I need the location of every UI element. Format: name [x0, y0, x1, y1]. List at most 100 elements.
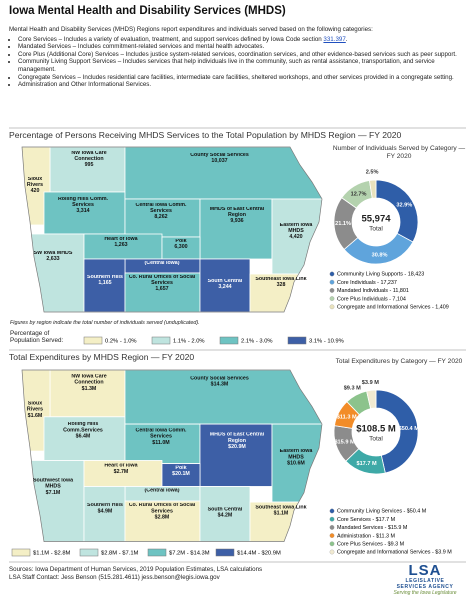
region-value: $2.7M: [113, 468, 129, 475]
code-link[interactable]: 331.397: [323, 35, 346, 43]
region-label-box: Southern Hills $4.9M: [85, 503, 125, 515]
region-label-box: Heart of Iowa $2.7M: [90, 464, 152, 476]
region-label-box: Central Iowa Comm. Services $11.0M: [130, 428, 192, 446]
region-name: Southeast Iowa Link: [255, 277, 307, 282]
region-name: Rolling Hills Comm.Services: [63, 422, 103, 434]
region-value: $4.2M: [217, 512, 233, 519]
legend-swatch: [151, 336, 171, 345]
region-value: 10,037: [211, 157, 228, 164]
segment-label: 12.7%: [351, 191, 367, 197]
bullet: Administration and Other Informational S…: [18, 81, 467, 89]
segment-label: 30.8%: [372, 252, 388, 258]
sources: Sources: Iowa Department of Human Servic…: [9, 566, 263, 573]
region-label: Sioux Rivers$1.6M: [26, 401, 44, 419]
bullet-text: Core Services – Includes a variety of ev…: [18, 35, 324, 43]
region-label: NW Iowa Care Connection$1.3M: [71, 374, 107, 391]
donut-total-text: Total: [369, 226, 383, 233]
region-value: $10.6M: [287, 460, 305, 467]
region-label-box: MHDS of East Central Region $20.9M: [206, 432, 268, 450]
legend-swatch: [147, 548, 167, 557]
segment-label: $15.9 M: [334, 440, 355, 446]
region-name: NW Iowa Care Connection: [71, 374, 107, 386]
region-name: Co. Rural Offices of Social Services: [128, 503, 196, 515]
region-label-box: Southeast Iowa Link 328: [254, 277, 308, 289]
donut-total: $108.5 M: [356, 424, 396, 435]
region: [124, 147, 322, 200]
legend-label: Community Living Services - $50.4 M: [337, 509, 427, 515]
legend-dot: [329, 508, 335, 514]
region-name: Heart of Iowa: [104, 463, 138, 469]
legend-title: Percentage of Population Served:: [10, 330, 64, 345]
region-label-box: (Central Iowa): [132, 261, 192, 267]
logo-text: LSA: [408, 562, 442, 579]
region: [124, 423, 201, 465]
contact: LSA Staff Contact: Jess Benson (515.281.…: [9, 573, 220, 581]
legend-label: Congregate and Informational Services - …: [337, 305, 449, 311]
segment-label: $3.9 M: [362, 380, 379, 386]
region-label-box: Southwest Iowa MHDS $7.1M: [28, 478, 78, 496]
bullet: Core Services – Includes a variety of ev…: [18, 36, 467, 44]
legend-swatch: [83, 336, 103, 345]
state-outline: [21, 146, 323, 313]
segment-label: 32.9%: [396, 203, 412, 209]
segment-label: 21.1%: [335, 221, 351, 227]
region-value: $20.1M: [172, 470, 190, 477]
legend-label: $2.8M - $7.1M: [101, 550, 139, 556]
page-title: Iowa Mental Health and Disability Servic…: [9, 5, 286, 17]
region-label: Central Iowa Comm. Services$11.0M: [130, 428, 192, 446]
region: [83, 258, 126, 312]
region-label-box: Polk 6,300: [163, 239, 199, 251]
region-name: Southern Hills: [87, 275, 123, 280]
bullet-text: Community Living Support Services – Incl…: [18, 58, 435, 73]
segment-label: 2.5%: [366, 170, 379, 176]
region-label: Eastern Iowa MHDS$10.6M: [280, 449, 313, 467]
legend-dot: [329, 279, 335, 285]
region-name: Rolling Hills Comm. Services: [57, 197, 109, 208]
region-label: Southeast Iowa Link$1.1M: [255, 505, 307, 517]
region-name: (Central Iowa): [144, 488, 180, 494]
region-name: NW Iowa Care Connection: [71, 151, 107, 162]
legend-dot: [329, 271, 335, 277]
bullet: Core Plus (Additional Core) Services – I…: [18, 51, 467, 59]
bullet-text: Mandated Services – Includes commitment-…: [18, 43, 265, 51]
section-title: Total Expenditures by MHDS Region — FY 2…: [9, 352, 195, 362]
region-label-box: South Central 3,244: [202, 279, 248, 291]
donut-segment: [375, 389, 419, 474]
legend-label: Community Living Supports - 18,423: [337, 272, 424, 278]
legend-label: Core Plus Services - $9.3 M: [337, 542, 405, 548]
region-name: Sioux Rivers: [26, 401, 44, 413]
region-value: $1.6M: [27, 412, 43, 419]
region-label-box: Sioux Rivers 420: [22, 177, 48, 194]
legend-label: Core Plus Individuals - 7,104: [337, 296, 406, 302]
region: [199, 258, 251, 312]
donut-segment: [368, 179, 377, 199]
region-name: MHDS of East Central Region: [209, 207, 265, 218]
region-name: MHDS of East Central Region: [209, 432, 265, 444]
region-value: 1,657: [155, 285, 169, 292]
region-value: $1.1M: [273, 510, 289, 517]
region: [199, 198, 273, 260]
region: [124, 370, 322, 425]
legend-swatch: [287, 336, 307, 345]
donut-total-text: Total: [369, 436, 383, 443]
region-name: Southern Hills: [87, 503, 123, 509]
region-value: $6.4M: [75, 433, 91, 440]
region-name: Southeast Iowa Link: [255, 505, 307, 511]
legend-dot: [329, 533, 335, 538]
region-label-box: Rolling Hills Comm.Services $6.4M: [52, 422, 114, 440]
legend-label: 2.1% - 3.0%: [241, 338, 273, 344]
state-outline: [21, 369, 323, 542]
donut-total: 55,974: [361, 214, 391, 225]
region-label: Southwest Iowa MHDS$7.1M: [28, 478, 78, 496]
region-label: Southern Hills$4.9M: [85, 503, 125, 515]
region-value: $20.9M: [228, 443, 246, 450]
region-label-box: Eastern Iowa MHDS 4,420: [274, 223, 318, 240]
bullet: Mandated Services – Includes commitment-…: [18, 43, 467, 51]
segment-label: $17.7 M: [356, 461, 377, 467]
intro-text: Mental Health and Disability Services (M…: [9, 26, 373, 33]
segment-label: $9.3 M: [344, 385, 361, 391]
